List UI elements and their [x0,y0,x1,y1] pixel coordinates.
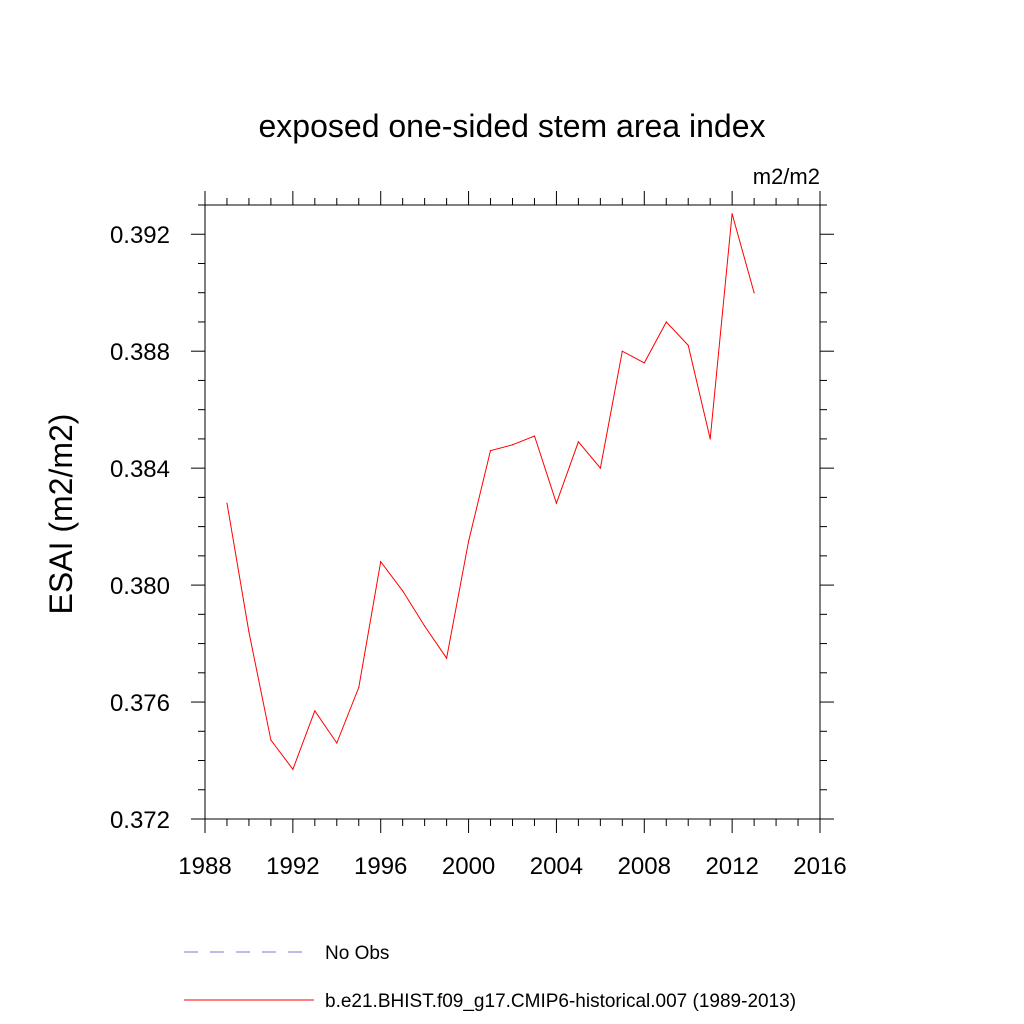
data-point [402,590,404,592]
data-point [511,444,514,446]
chart-title: exposed one-sided stem area index [259,108,766,144]
x-tick-label: 2016 [793,853,846,880]
data-point [709,438,711,440]
data-point [424,625,426,627]
legend-label: No Obs [325,943,389,964]
y-tick-label: 0.372 [110,807,170,834]
data-point [665,321,667,323]
x-tick-label: 1996 [354,853,407,880]
x-tick-label: 2008 [618,853,671,880]
data-point [533,435,536,437]
data-point [446,657,448,659]
data-point [555,502,558,504]
data-point [599,467,601,469]
data-point [489,450,492,452]
data-point [577,441,579,443]
axis-ticks [191,191,834,833]
units-label: m2/m2 [753,164,820,189]
x-tick-labels: 1988 1992 1996 2000 2004 2008 2012 2016 [178,853,846,880]
data-point [687,344,689,346]
y-tick-label: 0.388 [110,339,170,366]
data-point [731,213,733,215]
data-point [467,540,470,542]
x-tick-label: 2012 [705,853,758,880]
data-point [643,362,645,364]
series-group [226,213,755,771]
x-tick-label: 2000 [442,853,495,880]
legend-label: b.e21.BHIST.f09_g17.CMIP6-historical.007… [325,991,796,1012]
data-point [270,739,272,741]
series-line-0 [226,213,755,771]
x-tick-label: 1988 [178,853,231,880]
data-point [380,561,382,563]
y-tick-label: 0.380 [110,573,170,600]
data-point [314,710,316,712]
y-tick-label: 0.376 [110,690,170,717]
data-point [336,742,338,744]
plot-frame [204,204,821,820]
data-point [753,292,755,294]
data-point [358,686,360,689]
y-tick-label: 0.392 [110,222,170,249]
y-axis-label: ESAI (m2/m2) [43,414,79,615]
legend: No Obs b.e21.BHIST.f09_g17.CMIP6-historic… [184,943,796,1012]
data-point [292,768,294,770]
y-tick-label: 0.384 [110,456,170,483]
y-tick-labels: 0.372 0.376 0.380 0.384 0.388 0.392 [110,222,170,834]
x-tick-label: 2004 [530,853,583,880]
data-point [226,502,228,504]
x-tick-label: 1992 [266,853,319,880]
data-point [248,631,250,633]
data-point [621,350,623,352]
